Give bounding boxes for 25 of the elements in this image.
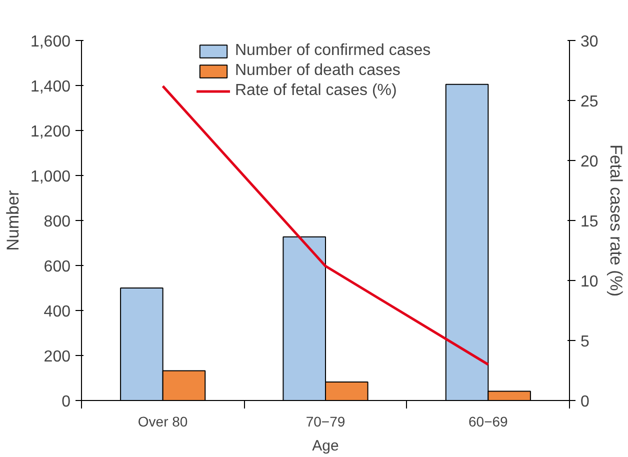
y2-tick-label: 0: [580, 394, 590, 410]
y2-tick-label: 30: [580, 34, 598, 50]
y-tick-label: 800: [44, 214, 71, 230]
y-tick-label: 1,200: [30, 124, 71, 140]
y-tick-label: 1,000: [30, 168, 71, 186]
y2-tick-label: 10: [580, 274, 598, 290]
legend-label: Number of death cases: [235, 62, 400, 80]
y-tick-label: 600: [44, 258, 71, 276]
y2-tick-label: 25: [580, 94, 598, 110]
x-tick-label: Over 80: [138, 414, 188, 430]
y2-axis-title: Fetal cases rate (%): [606, 144, 626, 297]
x-tick-label: 70−79: [306, 414, 346, 430]
y-tick-label: 1,400: [30, 78, 71, 96]
y-tick-label: 200: [44, 348, 71, 366]
y2-tick-label: 5: [580, 334, 590, 350]
x-tick-label: 60−69: [468, 414, 508, 430]
legend-label: Number of confirmed cases: [235, 42, 431, 60]
y-tick-label: 0: [62, 394, 71, 410]
y-axis-title: Number: [3, 190, 22, 251]
y2-tick-label: 20: [580, 154, 598, 170]
y2-tick-label: 15: [580, 214, 598, 230]
x-axis-title: Age: [312, 438, 339, 454]
y-tick-label: 400: [44, 304, 71, 320]
legend-label: Rate of fetal cases (%): [235, 82, 397, 100]
y-tick-label: 1,600: [30, 34, 71, 50]
